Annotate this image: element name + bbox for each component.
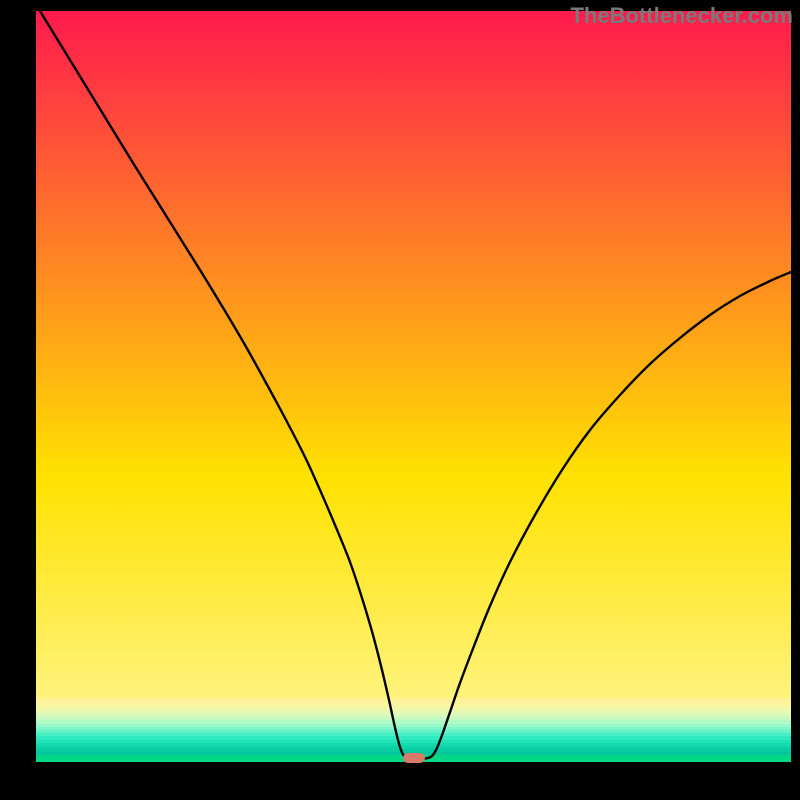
bottleneck-marker [403, 753, 425, 763]
watermark-text: TheBottlenecker.com [570, 3, 793, 29]
chart-container: TheBottlenecker.com [0, 0, 800, 800]
curve-overlay [0, 0, 800, 800]
bottleneck-curve [40, 11, 791, 759]
